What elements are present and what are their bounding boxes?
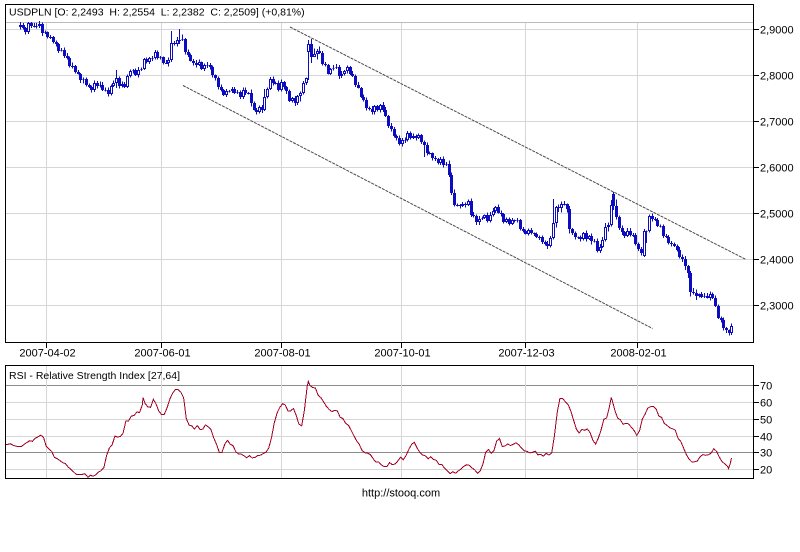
- svg-text:http://stooq.com: http://stooq.com: [362, 488, 440, 500]
- svg-text:2007-06-01: 2007-06-01: [134, 348, 190, 360]
- svg-text:2008-02-01: 2008-02-01: [610, 348, 666, 360]
- svg-text:2007-10-01: 2007-10-01: [374, 348, 430, 360]
- svg-text:70: 70: [760, 381, 772, 393]
- svg-text:2,4000: 2,4000: [760, 255, 794, 267]
- svg-text:2,8000: 2,8000: [760, 71, 794, 83]
- svg-text:2007-04-02: 2007-04-02: [19, 348, 75, 360]
- svg-text:40: 40: [760, 432, 772, 444]
- svg-text:50: 50: [760, 415, 772, 427]
- svg-text:RSI - Relative Strength Index: RSI - Relative Strength Index [27,64]: [9, 370, 180, 382]
- svg-text:2,5000: 2,5000: [760, 209, 794, 221]
- svg-text:2007-08-01: 2007-08-01: [254, 348, 310, 360]
- svg-text:USDPLN [O: 2,2493 H: 2,2554: USDPLN [O: 2,2493 H: 2,2554 L: 2,2382 C:…: [9, 7, 305, 19]
- svg-text:2,7000: 2,7000: [760, 117, 794, 129]
- svg-text:2,3000: 2,3000: [760, 301, 794, 313]
- svg-text:30: 30: [760, 448, 772, 460]
- svg-text:2,9000: 2,9000: [760, 25, 794, 37]
- svg-text:20: 20: [760, 465, 772, 477]
- svg-text:2,6000: 2,6000: [760, 163, 794, 175]
- svg-text:2007-12-03: 2007-12-03: [498, 348, 554, 360]
- svg-text:60: 60: [760, 398, 772, 410]
